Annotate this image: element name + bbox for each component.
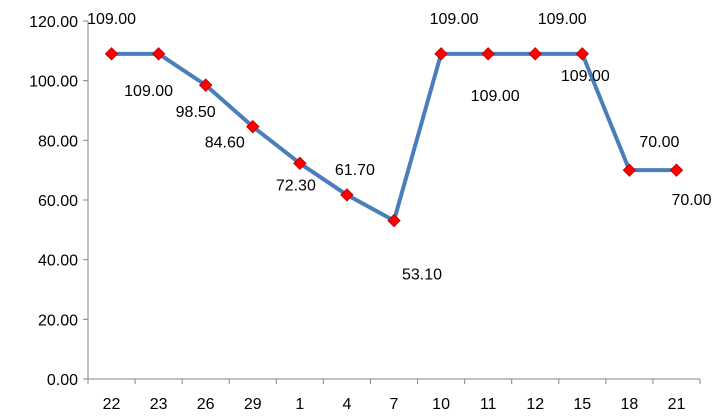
x-tick-label: 7 bbox=[390, 396, 399, 413]
x-tick-label: 15 bbox=[573, 396, 591, 413]
data-label: 70.00 bbox=[639, 134, 679, 151]
y-tick-label: 120.00 bbox=[29, 14, 78, 31]
chart-series bbox=[104, 47, 684, 228]
data-point-marker bbox=[104, 47, 119, 61]
y-tick-label: 20.00 bbox=[38, 312, 78, 329]
data-point-marker bbox=[387, 213, 401, 228]
x-tick-label: 1 bbox=[295, 396, 304, 413]
data-point-marker bbox=[575, 47, 590, 61]
data-point-marker bbox=[669, 163, 684, 177]
y-tick-label: 60.00 bbox=[38, 193, 78, 210]
data-point-marker bbox=[481, 47, 495, 61]
y-tick-label: 100.00 bbox=[29, 74, 78, 91]
data-point-marker bbox=[622, 163, 637, 177]
x-tick-label: 10 bbox=[432, 396, 450, 413]
x-tick-label: 23 bbox=[150, 396, 168, 413]
data-point-marker bbox=[246, 119, 260, 134]
y-tick-label: 0.00 bbox=[47, 372, 78, 389]
x-tick-label: 4 bbox=[342, 396, 351, 413]
x-tick-label: 22 bbox=[103, 396, 121, 413]
data-label: 53.10 bbox=[402, 267, 442, 284]
data-label: 109.00 bbox=[561, 68, 610, 85]
x-tick-label: 11 bbox=[480, 396, 497, 413]
data-label: 109.00 bbox=[124, 83, 173, 100]
x-tick-label: 18 bbox=[620, 396, 638, 413]
data-point-marker bbox=[293, 156, 307, 171]
x-tick-label: 26 bbox=[197, 396, 215, 413]
chart-data-labels: 109.00109.0098.5084.6072.3061.7053.10109… bbox=[87, 11, 712, 284]
data-point-marker bbox=[434, 47, 448, 61]
data-label: 84.60 bbox=[205, 135, 245, 152]
data-label: 98.50 bbox=[176, 104, 216, 121]
data-point-marker bbox=[151, 47, 166, 61]
chart-axes bbox=[83, 20, 701, 384]
data-label: 109.00 bbox=[538, 11, 587, 28]
data-point-marker bbox=[198, 78, 213, 92]
y-axis-tick-labels: 0.00 20.00 40.00 60.00 80.00 100.00 120.00 bbox=[29, 14, 78, 389]
y-tick-label: 40.00 bbox=[38, 253, 78, 270]
x-tick-label: 21 bbox=[668, 396, 686, 413]
x-tick-label: 12 bbox=[526, 396, 544, 413]
data-point-marker bbox=[528, 47, 542, 61]
data-label: 109.00 bbox=[430, 11, 479, 28]
x-tick-label: 29 bbox=[244, 396, 262, 413]
data-label: 109.00 bbox=[471, 88, 520, 105]
data-label: 109.00 bbox=[87, 11, 136, 28]
data-label: 70.00 bbox=[671, 192, 711, 209]
data-label: 61.70 bbox=[335, 162, 375, 179]
data-label: 72.30 bbox=[276, 177, 316, 194]
data-point-marker bbox=[340, 188, 354, 202]
x-axis-tick-labels: 22 23 26 29 1 4 7 10 11 12 15 18 21 bbox=[103, 396, 686, 413]
y-tick-label: 80.00 bbox=[38, 133, 78, 150]
